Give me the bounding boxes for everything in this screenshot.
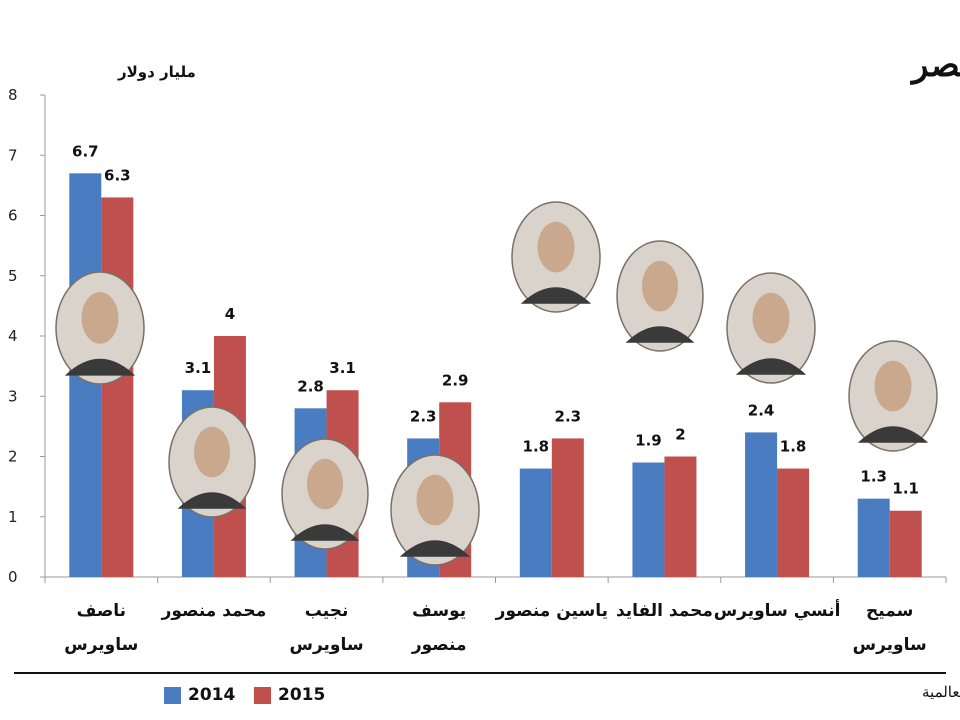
x-category-label: ساويرس (290, 635, 364, 655)
y-tick-label: 0 (8, 568, 18, 586)
data-label: 2.3 (410, 407, 437, 425)
portrait-icon (511, 201, 601, 313)
y-tick-label: 8 (8, 86, 18, 104)
data-label: 1.3 (860, 468, 887, 486)
bar-2014-4 (519, 468, 552, 577)
x-category-label: نجيب (305, 601, 349, 621)
portraits (55, 201, 938, 566)
x-category-label: سميح (866, 601, 913, 621)
portrait-icon (168, 406, 256, 518)
portrait-icon (390, 454, 480, 566)
data-labels: 6.7 3.1 2.8 2.3 1.8 1.9 2.4 1.3 6.3 4 3.1 2.9 2.3 2 1.… (72, 142, 919, 497)
data-label: 2 (675, 426, 685, 444)
data-label: 2.3 (555, 407, 582, 425)
legend-swatch-2015 (254, 687, 271, 704)
bar-2014-6 (745, 432, 778, 577)
x-category-label: ياسين منصور (495, 601, 608, 621)
x-category-label: ناصف (77, 601, 126, 621)
data-label: 1.8 (780, 438, 807, 456)
x-category-label: ساويرس (64, 635, 138, 655)
data-label: 1.9 (635, 432, 662, 450)
portrait-icon (616, 240, 704, 352)
y-axis-unit-label: مليار دولار (117, 63, 196, 81)
legend: 2014 2015 (164, 685, 325, 705)
y-tick-label: 1 (8, 508, 18, 526)
data-label: 2.8 (297, 377, 324, 395)
bar-2015-6 (777, 468, 810, 577)
x-category-label: محمد الفايد (616, 601, 713, 621)
data-label: 3.1 (185, 359, 212, 377)
portrait-icon (848, 340, 938, 452)
x-category-label: ساويرس (853, 635, 927, 655)
legend-label-2015: 2015 (278, 685, 325, 705)
y-tick-label: 4 (8, 327, 18, 345)
x-category-label: محمد منصور (161, 601, 267, 621)
y-tick-label: 2 (8, 448, 18, 466)
source-note: المصدر: فوربس العالمية (922, 683, 960, 701)
y-tick-label: 7 (8, 146, 18, 164)
data-label: 2.9 (442, 371, 469, 389)
data-label: 4 (225, 305, 235, 323)
data-label: 3.1 (329, 359, 356, 377)
legend-swatch-2014 (164, 687, 181, 704)
data-label: 2.4 (748, 401, 775, 419)
portrait-icon (55, 271, 145, 385)
data-label: 1.1 (892, 480, 919, 498)
bar-2015-4 (551, 438, 584, 577)
y-tick-label: 3 (8, 387, 18, 405)
x-category-label: يوسف (412, 601, 466, 621)
x-axis-labels: ناصف ساويرس محمد منصور نجيب ساويرس يوسف منصور ي… (64, 599, 926, 655)
portrait-icon (281, 438, 369, 550)
data-label: 6.3 (104, 166, 131, 184)
portrait-icon (726, 272, 816, 384)
x-category-label: أنسي ساويرس (714, 599, 841, 621)
bar-2014-5 (632, 462, 665, 577)
data-label: 1.8 (523, 438, 550, 456)
bar-2015-7 (889, 510, 922, 577)
x-category-label: منصور (411, 635, 467, 655)
chart-title: ثروات أصحاب المليارات في مصر (910, 42, 960, 85)
bar-2015-5 (664, 456, 697, 577)
data-label: 6.7 (72, 142, 99, 160)
y-tick-label: 5 (8, 267, 18, 285)
legend-label-2014: 2014 (188, 685, 235, 705)
bar-2015-0 (101, 197, 134, 578)
bar-2014-7 (857, 498, 890, 577)
y-tick-label: 6 (8, 207, 18, 225)
